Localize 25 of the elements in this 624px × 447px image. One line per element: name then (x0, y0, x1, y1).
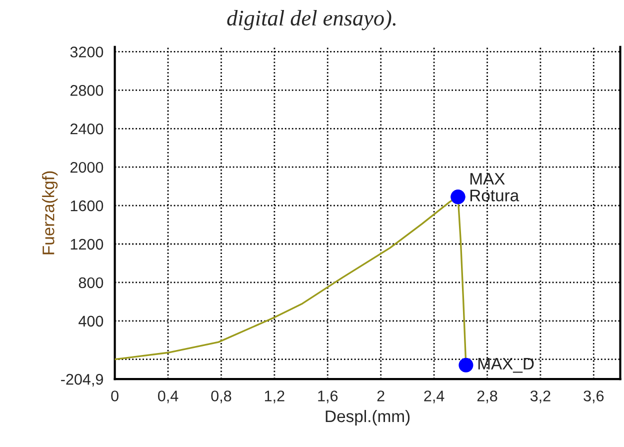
y-tick-label: 2800 (70, 85, 104, 96)
chart-title: digital del ensayo). (227, 10, 396, 30)
x-tick-label: 0,8 (211, 390, 232, 404)
x-tick-label: 2 (377, 390, 384, 402)
y-axis-title: Fuerza(kgf) (42, 171, 58, 254)
x-tick-label: 3,6 (584, 390, 604, 404)
x-tick-label: 0 (111, 390, 118, 402)
series-label: MAX (470, 173, 505, 185)
y-tick-label: 2400 (70, 124, 104, 134)
x-axis-title: Despl.(mm) (326, 410, 410, 426)
series-label: MAX_D (478, 358, 534, 373)
x-tick-label: 2,4 (424, 390, 444, 404)
x-tick-label: 2,8 (477, 390, 498, 404)
x-tick-label: 3,2 (530, 390, 550, 404)
x-tick-label: 1,6 (318, 390, 338, 404)
y-tick-label: 3200 (70, 46, 104, 58)
y-tick-label: 400 (78, 316, 104, 327)
x-tick-label: 0,4 (158, 390, 178, 404)
y-tick-label: 1200 (70, 238, 104, 250)
y-tick-label: 1600 (70, 200, 104, 212)
y-tick-label: -204,9 (61, 374, 103, 387)
y-tick-label: 2000 (70, 162, 104, 173)
x-tick-label: 1,2 (264, 390, 284, 404)
series-label: Rotura (470, 190, 520, 202)
y-tick-label: 800 (78, 277, 104, 288)
